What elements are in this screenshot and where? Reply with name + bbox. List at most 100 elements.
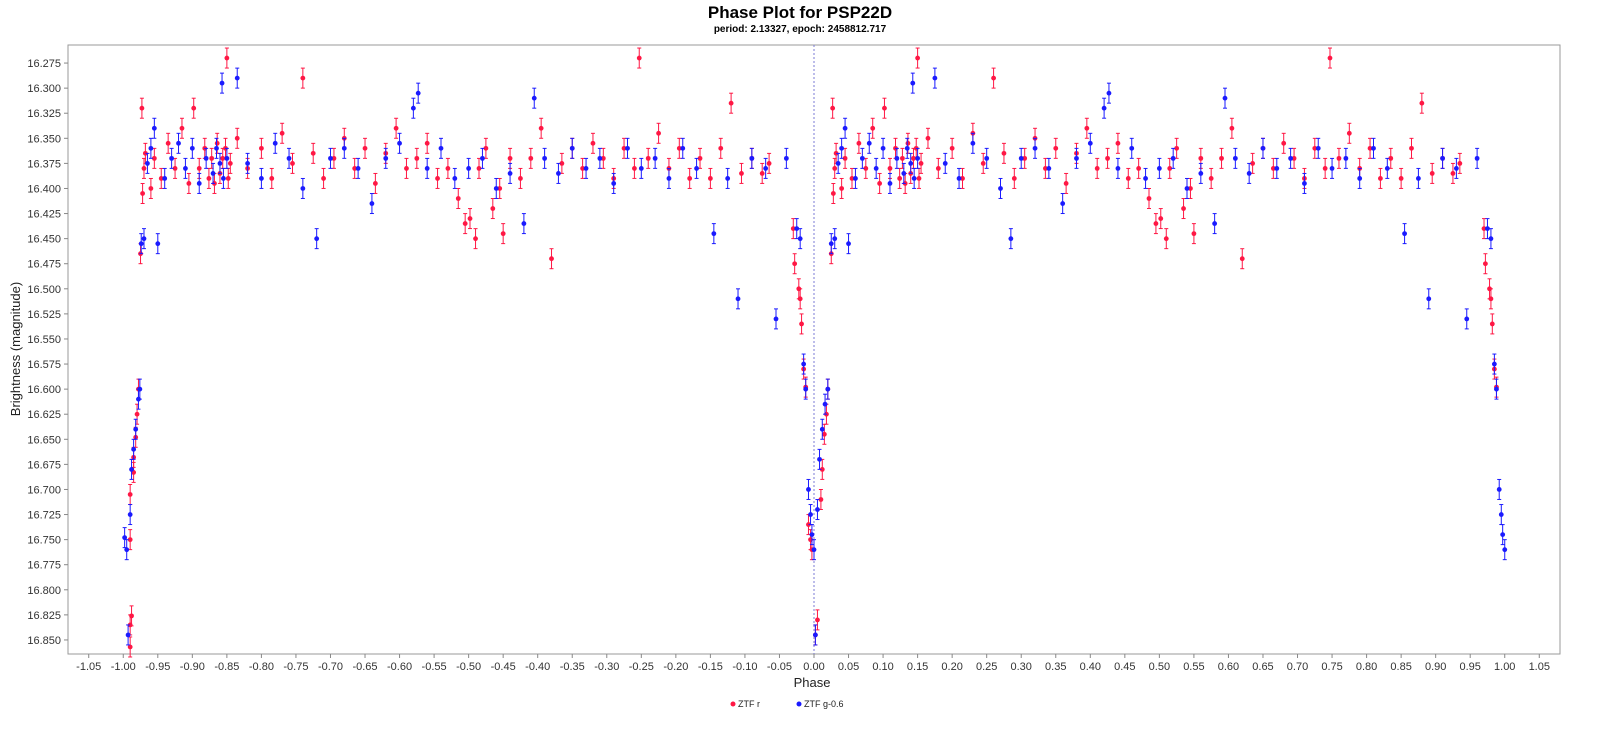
data-point [1419,100,1425,106]
y-tick-label: 16.650 [27,434,61,446]
y-tick-label: 16.350 [27,133,61,145]
data-point [269,176,275,181]
data-point [165,140,171,146]
data-point [397,140,402,146]
series-ztf-g [122,67,1508,646]
data-point [1384,166,1390,171]
data-point [842,155,848,161]
data-point [355,166,361,171]
data-point [1388,155,1394,161]
data-point [1032,145,1038,151]
data-point [1367,145,1373,151]
data-point [1163,236,1169,242]
data-point [1453,166,1459,171]
y-tick-label: 16.450 [27,234,61,246]
data-point [887,181,893,186]
x-tick-label: 0.70 [1287,661,1308,673]
data-point [1239,256,1245,262]
y-tick-label: 16.600 [27,384,61,396]
x-tick-label: 0.85 [1390,661,1411,673]
data-point [1496,487,1502,492]
data-point [1498,512,1504,517]
data-point [935,166,941,171]
data-point [1011,176,1017,181]
data-point [817,456,822,462]
y-tick-label: 16.825 [27,610,61,622]
legend-marker [730,701,736,707]
data-point [369,201,375,206]
data-point [259,145,264,151]
data-point [819,426,825,432]
data-point [455,196,461,201]
data-point [129,466,134,472]
data-point [819,466,825,472]
x-tick-label: -0.95 [145,661,170,673]
data-point [507,155,513,161]
x-tick-label: 0.10 [872,661,893,673]
data-point [137,386,143,392]
data-point [129,613,134,619]
x-tick-label: -0.60 [387,661,412,673]
data-point [794,226,800,232]
data-point [859,155,865,161]
data-point [856,140,862,146]
x-tick-label: 0.25 [976,661,997,673]
data-point [949,145,955,151]
data-point [169,155,175,161]
data-point [155,241,161,247]
data-point [220,155,226,161]
data-point [1053,145,1059,151]
data-point [383,155,389,161]
data-point [1481,226,1487,232]
data-point [687,176,693,181]
data-point [151,155,157,161]
data-point [125,632,131,638]
data-point [877,181,883,186]
data-point [1084,125,1090,131]
data-point [821,431,827,437]
data-point [191,105,197,111]
x-tick-label: -0.05 [767,661,792,673]
x-tick-label: 0.30 [1011,661,1032,673]
x-tick-label: -0.10 [732,661,757,673]
data-point [172,166,178,171]
data-point [352,166,358,171]
x-tick-label: 0.35 [1045,661,1066,673]
data-point [124,547,130,553]
data-point [1291,155,1297,161]
data-point [645,155,651,161]
data-point [1357,176,1363,181]
data-point [728,100,734,106]
data-point [818,497,824,502]
data-point [583,166,589,171]
data-point [911,176,917,181]
data-point [803,386,809,392]
data-point [1312,145,1318,151]
data-point [1106,90,1112,96]
data-point [127,537,133,543]
data-point [839,186,845,191]
data-point [148,145,154,151]
x-tick-label: -0.35 [560,661,585,673]
data-point [811,547,817,553]
data-point [863,166,869,171]
data-point [196,166,202,171]
data-point [1485,226,1490,232]
data-point [1136,166,1142,171]
data-point [151,125,157,131]
data-point [196,181,202,186]
data-point [842,125,848,131]
y-axis-label: Brightness (magnitude) [8,282,23,416]
x-tick-label: 0.60 [1218,661,1239,673]
data-point [142,150,148,156]
y-tick-label: 16.625 [27,409,61,421]
data-point [1457,160,1463,166]
data-point [766,160,772,166]
data-point [808,512,813,517]
data-point [466,166,472,171]
data-point [1143,176,1148,181]
data-point [1094,166,1100,171]
data-point [227,160,233,166]
data-point [1046,166,1052,171]
